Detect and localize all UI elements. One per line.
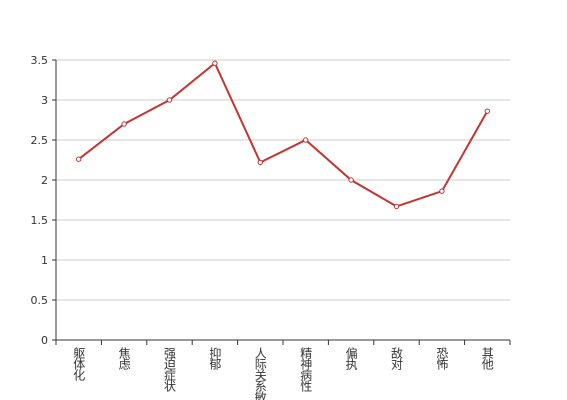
point: [121, 121, 127, 127]
point: [303, 137, 309, 143]
x-tick-label: 躯体化: [72, 346, 86, 382]
point: [439, 188, 445, 194]
x-tick-label: 强迫症状: [163, 347, 177, 392]
y-tick-label: 0: [41, 334, 48, 347]
x-tick-label: 其他: [480, 347, 494, 370]
point: [212, 60, 218, 66]
y-tick-label: 3.5: [31, 54, 49, 67]
point: [76, 156, 82, 162]
x-tick-label: 焦虑: [117, 347, 131, 370]
y-tick-label: 0.5: [31, 294, 49, 307]
y-tick-label: 1: [41, 254, 48, 267]
x-tick-label: 精神病性: [299, 347, 313, 393]
x-tick-label: 偏执: [344, 346, 358, 371]
line: [78, 61, 489, 208]
y-tick-label: 3: [41, 94, 48, 107]
x-tick-label: 抑郁: [208, 346, 222, 371]
point: [393, 203, 400, 210]
point: [348, 177, 354, 183]
x-tick-label: 人际关系敏感: [253, 347, 267, 400]
x-tick-label: 敌对: [390, 346, 404, 370]
y-tick-label: 1.5: [31, 214, 49, 227]
point: [166, 97, 173, 103]
x-tick-label: 恐怖: [435, 347, 449, 370]
point: [257, 159, 263, 166]
y-tick-label: 2: [41, 174, 48, 187]
point: [484, 108, 490, 114]
y-tick-label: 2.5: [31, 134, 49, 147]
